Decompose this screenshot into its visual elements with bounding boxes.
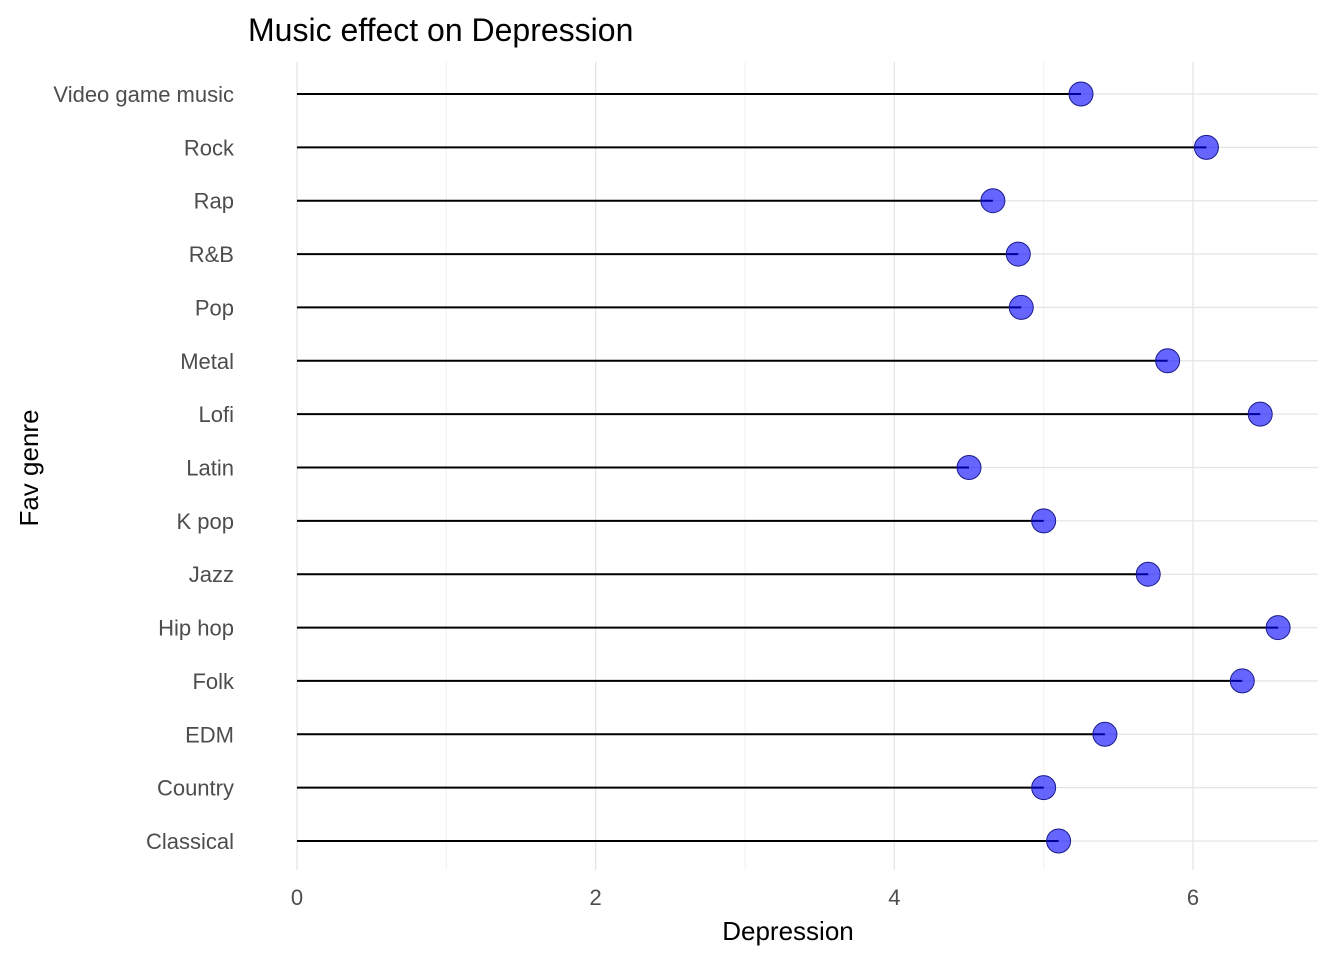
y-tick-label: EDM	[185, 722, 234, 747]
y-tick-label: Classical	[146, 829, 234, 854]
y-tick-label: Folk	[192, 669, 235, 694]
lollipop-point	[1031, 508, 1057, 534]
lollipop-point	[1193, 134, 1219, 160]
lollipop-point	[1247, 401, 1273, 427]
lollipop-point	[1068, 81, 1094, 107]
lollipop-point	[1046, 828, 1072, 854]
x-tick-label: 2	[590, 885, 602, 910]
lollipop-point	[1265, 615, 1291, 641]
lollipop-point	[1092, 721, 1118, 747]
lollipop-point	[1031, 775, 1057, 801]
y-axis-tick-labels: Classical Country EDM Folk Hip hop Jazz K pop L…	[53, 82, 235, 854]
y-tick-label: Rock	[184, 135, 235, 160]
x-axis-title: Depression	[722, 916, 854, 946]
lollipop-point	[956, 455, 982, 480]
x-axis-tick-labels: 0 2 4 6	[291, 885, 1199, 910]
y-tick-label: Rap	[194, 189, 234, 214]
lollipop-point	[1229, 668, 1255, 694]
lollipop-point	[1155, 348, 1181, 374]
x-tick-label: 0	[291, 885, 303, 910]
y-tick-label: Video game music	[53, 82, 234, 107]
lollipop-point	[1005, 241, 1031, 267]
x-tick-label: 6	[1187, 885, 1199, 910]
lollipop-points	[956, 81, 1291, 854]
y-tick-label: Lofi	[199, 402, 234, 427]
y-tick-label: Pop	[195, 295, 234, 320]
y-tick-label: Metal	[180, 349, 234, 374]
grid-lines	[296, 62, 1318, 870]
y-tick-label: R&B	[189, 242, 234, 267]
y-tick-label: Latin	[186, 456, 234, 481]
lollipop-point	[1135, 561, 1161, 587]
y-tick-label: K pop	[177, 509, 235, 534]
lollipop-point	[980, 188, 1006, 214]
y-tick-label: Jazz	[189, 562, 234, 587]
y-tick-label: Hip hop	[158, 616, 234, 641]
chart-title: Music effect on Depression	[248, 12, 633, 48]
lollipop-stems	[297, 93, 1279, 842]
x-tick-label: 4	[888, 885, 900, 910]
lollipop-point	[1008, 294, 1034, 320]
y-axis-title: Fav genre	[14, 409, 44, 526]
y-tick-label: Country	[157, 776, 234, 801]
